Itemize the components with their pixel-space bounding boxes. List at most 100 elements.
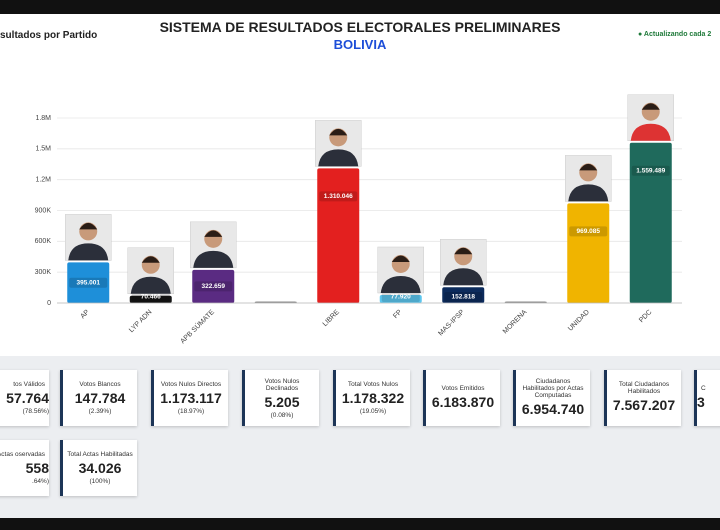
value-label-bg — [444, 292, 483, 302]
subtitle: BOLIVIA — [333, 37, 387, 52]
screen: sultados por Partido SISTEMA DE RESULTAD… — [0, 14, 720, 518]
stat-card: Ciudadanos Habilitados por Actas Computa… — [513, 370, 590, 426]
bar — [442, 287, 485, 303]
bar — [129, 295, 172, 303]
stat-card: Votos Nulos Directos 1.173.117 (18.97%) — [151, 370, 228, 426]
value-label-bg — [131, 292, 170, 302]
value-label: 152.818 — [452, 294, 476, 301]
stat-card: Votos Blancos 147.784 (2.39%) — [60, 370, 137, 426]
candidate-photo — [127, 247, 174, 295]
value-label: 70.466 — [141, 294, 161, 301]
card-pct: (19.05%) — [359, 408, 387, 415]
x-tick-label: MAS-IPSP — [437, 309, 466, 338]
photo-hair — [579, 163, 598, 171]
card-label: Votos Blancos — [79, 381, 121, 388]
photo-body — [380, 275, 421, 293]
value-label: 395.001 — [77, 279, 101, 286]
bar — [379, 294, 422, 303]
card-label: Votos Nulos Declinados — [264, 377, 300, 392]
stat-card: Total Actas Habilitadas 34.026 (100%) — [60, 440, 137, 496]
card-value: 558 — [25, 460, 49, 476]
y-tick-label: 1.5M — [35, 146, 51, 153]
photo-body — [630, 123, 671, 141]
photo-hair — [79, 222, 98, 230]
value-label: 969.085 — [577, 228, 601, 235]
x-tick-label: MORENA — [502, 309, 529, 336]
photo-body — [318, 149, 359, 167]
card-value: 6.954.740 — [521, 400, 585, 417]
value-label-bg — [69, 277, 108, 288]
photo-hair — [454, 247, 473, 255]
card-value: 7.567.207 — [612, 397, 676, 413]
x-tick-label: LYP ADN — [128, 309, 153, 334]
bar — [629, 142, 672, 303]
card-label: Ciudadanos Habilitados por Actas Computa… — [522, 377, 584, 399]
stat-card: otal Actas oservadas 558 .64%) — [0, 440, 49, 496]
candidate-photo — [65, 214, 112, 261]
status-text: Actualizando cada 2 — [643, 31, 712, 38]
bar — [67, 262, 110, 303]
photo-body — [193, 250, 234, 268]
bar — [192, 269, 235, 303]
photo-body — [568, 184, 609, 202]
card-label: C — [701, 384, 706, 392]
card-label: otal Actas oservadas — [0, 451, 45, 458]
card-pct: (18.97%) — [177, 408, 205, 415]
card-label: tos Válidos — [13, 381, 45, 388]
x-tick-label: AP — [79, 309, 91, 321]
section-title: sultados por Partido — [0, 30, 98, 41]
stat-card: Votos Emitidos 6.183.870 — [423, 370, 500, 426]
y-tick-label: 0 — [47, 300, 51, 307]
update-status: ● Actualizando cada 2 — [638, 31, 712, 38]
x-tick-label: FP — [392, 309, 404, 321]
bar — [567, 203, 610, 303]
card-value: 1.173.117 — [160, 390, 222, 406]
photo-body — [68, 243, 109, 261]
stat-card: tos Válidos 57.764 (78.56%) — [0, 370, 49, 426]
candidate-photo — [440, 239, 487, 286]
y-tick-label: 600K — [35, 238, 52, 245]
stat-card: Total Ciudadanos Habilitados 7.567.207 — [604, 370, 681, 426]
x-tick-label: LIBRE — [322, 309, 341, 328]
value-label-group: 969.085 — [569, 226, 608, 237]
photo-body — [130, 276, 171, 294]
value-label-group: 70.466 — [131, 292, 170, 302]
card-label: Total Actas Habilitadas — [67, 451, 133, 458]
card-pct: (78.56%) — [22, 408, 49, 415]
photo-hair — [204, 230, 223, 237]
card-value: 5.205 — [264, 393, 300, 410]
photo-body — [443, 268, 484, 286]
card-label: Votos Emitidos — [441, 384, 485, 392]
title: SISTEMA DE RESULTADOS ELECTORALES PRELIM… — [159, 19, 561, 35]
value-label-bg — [319, 191, 358, 202]
value-label-group: 152.818 — [444, 292, 483, 302]
y-tick-label: 300K — [35, 269, 52, 276]
card-label: Total Votos Nulos — [347, 381, 399, 388]
value-label: 1.310.046 — [324, 193, 353, 200]
card-label: Total Ciudadanos Habilitados — [618, 381, 670, 395]
card-label: Votos Nulos Directos — [160, 381, 222, 388]
x-tick-label: PDC — [638, 309, 653, 324]
value-label-group: 77.920 — [381, 292, 420, 302]
value-label-group: 322.659 — [194, 281, 233, 292]
bar — [317, 168, 360, 303]
stat-card: Votos Nulos Declinados 5.205 (0.08%) — [242, 370, 319, 426]
y-tick-label: 1.2M — [35, 177, 51, 184]
value-label-bg — [381, 292, 420, 302]
value-label: 1.559.489 — [636, 167, 665, 174]
value-label: 322.659 — [202, 283, 226, 290]
photo-hair — [391, 255, 410, 262]
card-pct: (0.08%) — [270, 411, 294, 419]
card-value: 1.178.322 — [341, 390, 405, 406]
value-label-group: 1.559.489 — [631, 165, 670, 176]
card-value: 147.784 — [74, 390, 126, 406]
value-label: 77.920 — [391, 294, 411, 301]
results-panel: sultados por Partido SISTEMA DE RESULTAD… — [0, 14, 720, 356]
chart: 0 300K 600K 900K 1.2M 1.5M 1.8M AP 395.001 LYP AD… — [35, 94, 682, 345]
photo-hair — [641, 103, 660, 110]
x-tick-label: APB SÚMATE — [178, 307, 216, 345]
photo-hair — [329, 128, 348, 136]
value-label-bg — [194, 281, 233, 292]
